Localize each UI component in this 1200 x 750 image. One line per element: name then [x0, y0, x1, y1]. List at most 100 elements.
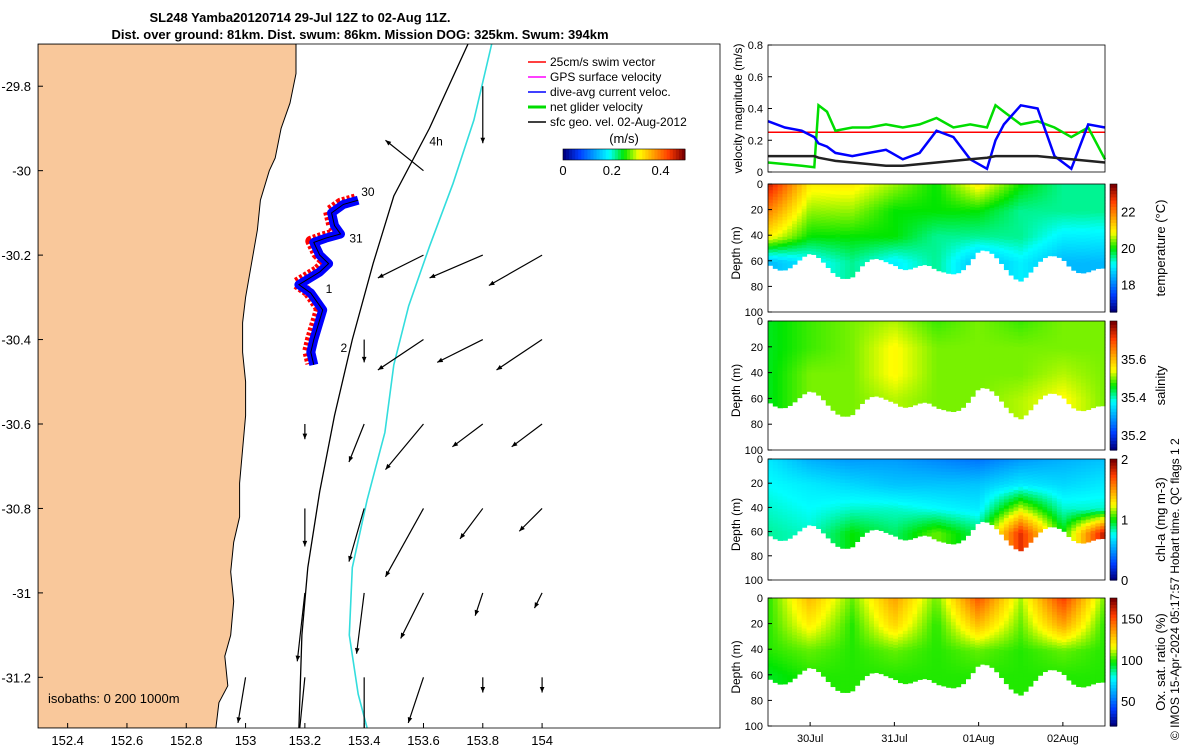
heatmap-cell: [975, 218, 981, 222]
heatmap-cell: [1003, 187, 1010, 192]
heatmap-cell: [912, 480, 918, 484]
heatmap-cell: [1080, 386, 1087, 391]
heatmap-cell: [883, 222, 889, 227]
heatmap-cell: [816, 475, 822, 479]
heatmap-cell: [878, 195, 885, 200]
sfc-vector: [355, 592, 365, 654]
heatmap-cell: [917, 259, 923, 263]
heatmap-cell: [869, 230, 875, 234]
heatmap-cell: [806, 522, 812, 526]
heatmap-cell: [777, 474, 784, 479]
heatmap-cell: [840, 231, 846, 236]
heatmap-cell: [1066, 215, 1072, 220]
heatmap-cell: [796, 500, 803, 504]
heatmap-cell: [1066, 228, 1072, 232]
heatmap-cell: [955, 487, 962, 492]
heatmap-cell: [835, 198, 841, 203]
heatmap-cell: [936, 354, 942, 359]
heatmap-cell: [820, 217, 827, 221]
heatmap-cell: [845, 331, 851, 337]
heatmap-cell: [859, 515, 865, 520]
heatmap-cell: [1071, 266, 1077, 271]
heatmap-cell: [922, 258, 928, 263]
heatmap-cell: [782, 474, 788, 479]
heatmap-cell: [955, 245, 962, 250]
heatmap-cell: [1023, 248, 1029, 253]
heatmap-cell: [787, 510, 793, 515]
heatmap-cell: [1100, 190, 1106, 195]
heatmap-cell: [941, 399, 947, 404]
heatmap-cell: [796, 245, 803, 249]
heatmap-cell: [811, 466, 817, 470]
heatmap-cell: [1071, 354, 1077, 359]
heatmap-cell: [840, 368, 846, 373]
heatmap-cell: [1085, 217, 1092, 222]
heatmap-cell: [1076, 248, 1082, 253]
heatmap-cell: [926, 527, 933, 531]
colorbar-frame: [562, 148, 686, 161]
colorbar-cell: [1110, 437, 1117, 441]
heatmap-cell: [869, 367, 875, 371]
heatmap-cell: [1032, 190, 1039, 195]
heatmap-cell: [902, 246, 909, 251]
heatmap-cell: [1090, 226, 1096, 231]
heatmap-cell: [1071, 184, 1077, 188]
heatmap-cell: [777, 509, 784, 513]
heatmap-cell: [782, 477, 788, 482]
heatmap-cell: [864, 198, 870, 203]
heatmap-cell: [854, 351, 861, 356]
heatmap-cell: [787, 376, 793, 380]
heatmap-cell: [768, 358, 774, 363]
heatmap-cell: [975, 207, 981, 211]
heatmap-cell: [1013, 198, 1019, 203]
sfc-vector-head: [354, 647, 360, 654]
heatmap-cell: [912, 519, 918, 524]
heatmap-cell: [864, 495, 870, 500]
heatmap-cell: [1056, 220, 1063, 225]
heatmap-cell: [912, 209, 918, 214]
heatmap-cell: [830, 252, 836, 257]
heatmap-cell: [806, 514, 812, 518]
heatmap-cell: [806, 358, 812, 363]
heatmap-cell: [1037, 371, 1044, 376]
heatmap-cell: [825, 510, 832, 515]
heatmap-cell: [1061, 377, 1068, 381]
heatmap-cell: [825, 337, 832, 341]
heatmap-cell: [1076, 399, 1082, 404]
heatmap-cell: [830, 386, 836, 391]
heatmap-cell: [787, 200, 793, 204]
heatmap-cell: [941, 474, 947, 479]
heatmap-cell: [888, 467, 894, 472]
heatmap-cell: [931, 363, 938, 368]
heatmap-cell: [1052, 214, 1058, 218]
heatmap-cell: [801, 206, 808, 210]
heatmap-cell: [1071, 334, 1077, 339]
heatmap-cell: [950, 527, 957, 532]
heatmap-cell: [1056, 383, 1063, 387]
heatmap-cell: [926, 199, 933, 204]
heatmap-cell: [1061, 198, 1068, 203]
heatmap-cell: [1013, 235, 1019, 240]
heatmap-cell: [1100, 255, 1106, 259]
heatmap-cell: [811, 189, 817, 193]
heatmap-cell: [792, 470, 798, 475]
heatmap-cell: [946, 383, 952, 388]
heatmap-cell: [811, 494, 817, 498]
heatmap-cell: [979, 372, 986, 376]
heatmap-cell: [975, 323, 981, 327]
heatmap-cell: [796, 525, 803, 529]
heatmap-cell: [888, 214, 894, 219]
heatmap-cell: [1061, 245, 1068, 250]
heatmap-cell: [1100, 376, 1106, 381]
heatmap-cell: [936, 190, 942, 195]
heatmap-cell: [806, 377, 812, 381]
heatmap-cell: [768, 368, 774, 372]
heatmap-cell: [816, 360, 822, 365]
heatmap-cell: [777, 490, 784, 494]
heatmap-cell: [816, 520, 822, 524]
heatmap-cell: [1052, 368, 1058, 372]
heatmap-cell: [849, 230, 856, 235]
heatmap-cell: [859, 500, 865, 505]
heatmap-cell: [849, 338, 856, 344]
heatmap-cell: [816, 525, 822, 530]
